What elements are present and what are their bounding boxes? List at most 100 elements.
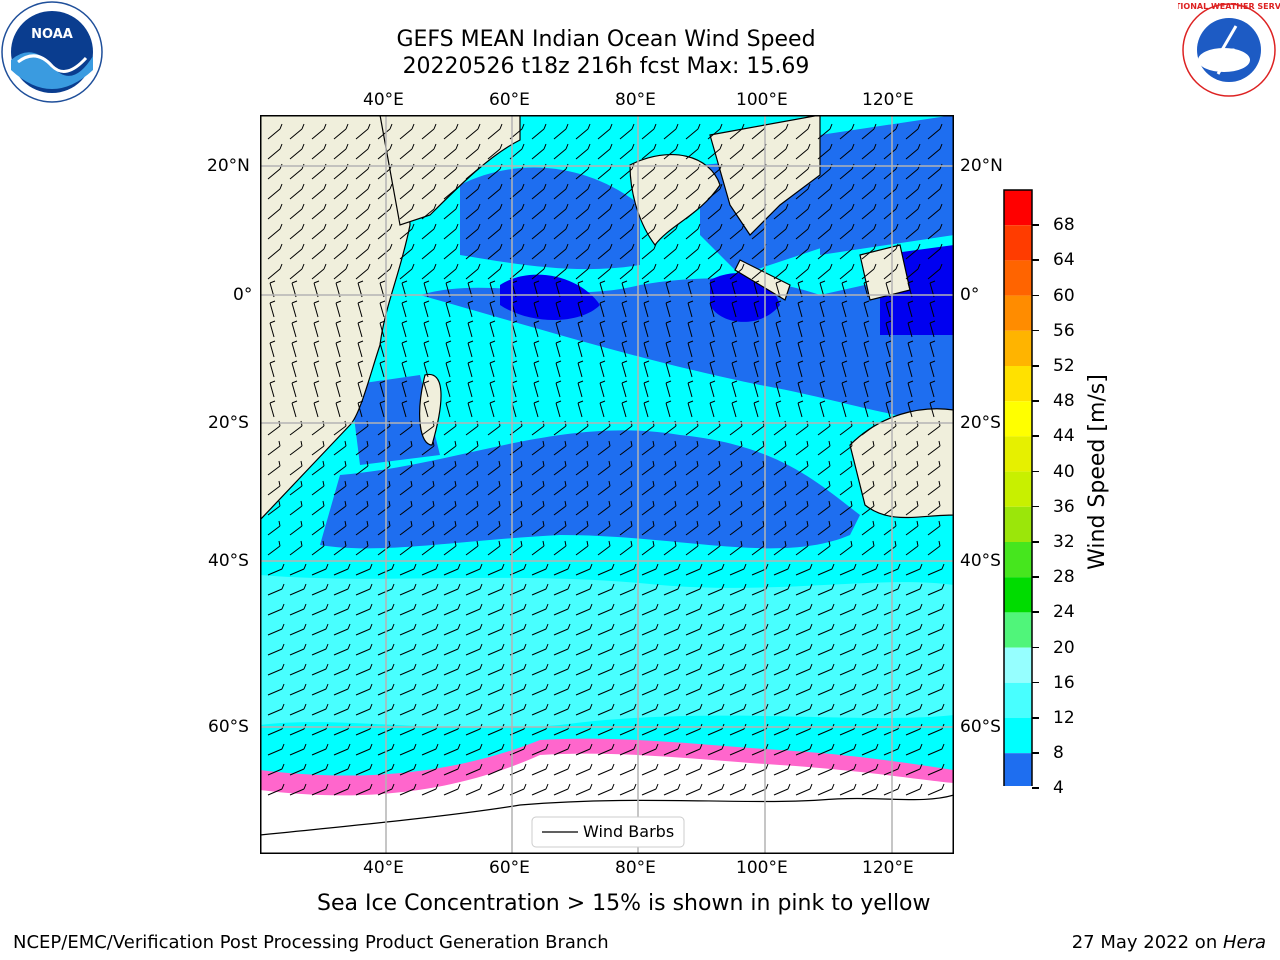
wind-barb bbox=[663, 683, 681, 696]
wind-barb bbox=[861, 563, 879, 576]
wind-barb bbox=[399, 183, 415, 200]
wind-barb bbox=[841, 360, 848, 378]
wind-barb bbox=[597, 500, 611, 516]
wind-barb bbox=[267, 663, 285, 676]
wind-barb bbox=[729, 223, 745, 240]
wind-barb bbox=[443, 783, 461, 796]
wind-barb bbox=[929, 300, 936, 318]
wind-barb bbox=[399, 603, 417, 616]
wind-barb bbox=[729, 563, 747, 576]
colorbar-segment bbox=[1004, 682, 1032, 718]
wind-barb bbox=[817, 643, 835, 656]
wind-barb bbox=[355, 763, 373, 776]
wind-barb bbox=[489, 340, 496, 358]
wind-barb bbox=[773, 243, 789, 260]
wind-barb bbox=[905, 603, 923, 616]
colorbar-tick-label: 44 bbox=[1053, 426, 1075, 447]
wind-barb bbox=[663, 663, 681, 676]
wind-barb bbox=[357, 300, 364, 318]
wind-barb bbox=[377, 500, 391, 516]
wind-barb bbox=[773, 783, 791, 796]
wind-barb bbox=[399, 263, 415, 280]
wind-barb bbox=[861, 460, 875, 476]
wind-barb bbox=[489, 380, 496, 398]
wind-barb bbox=[355, 500, 369, 516]
wind-barb bbox=[553, 703, 571, 716]
wind-barb bbox=[839, 783, 857, 796]
wind-barb bbox=[465, 123, 481, 140]
wind-barb bbox=[465, 223, 481, 240]
wind-barb bbox=[885, 360, 892, 378]
wind-barb bbox=[465, 623, 483, 636]
wind-barb bbox=[289, 623, 307, 636]
wind-barb bbox=[905, 623, 923, 636]
wind-barb bbox=[773, 583, 791, 596]
band-arabian-sea-blue bbox=[460, 167, 640, 270]
wind-barb bbox=[377, 623, 395, 636]
wind-barb bbox=[311, 583, 329, 596]
wind-barb bbox=[267, 643, 285, 656]
wind-barb bbox=[311, 540, 325, 556]
wind-barb bbox=[553, 183, 569, 200]
wind-barb bbox=[729, 143, 745, 160]
wind-barb bbox=[421, 643, 439, 656]
wind-barb bbox=[267, 460, 281, 476]
wind-barb bbox=[399, 623, 417, 636]
wind-barb bbox=[289, 520, 303, 536]
wind-barb bbox=[423, 340, 430, 358]
wind-barb bbox=[905, 183, 921, 200]
wind-barb bbox=[465, 203, 481, 220]
wind-barb bbox=[531, 183, 547, 200]
wind-barb bbox=[487, 460, 501, 476]
wind-barb bbox=[575, 440, 589, 456]
wind-barb bbox=[487, 263, 503, 280]
wind-barb bbox=[311, 243, 327, 260]
wind-barb bbox=[399, 243, 415, 260]
legend-label: Wind Barbs bbox=[583, 822, 674, 841]
wind-barb bbox=[619, 520, 633, 536]
wind-barb bbox=[685, 520, 699, 536]
wind-barb bbox=[599, 300, 606, 318]
wind-barb bbox=[731, 400, 738, 418]
wind-barb bbox=[707, 603, 725, 616]
colorbar bbox=[1003, 189, 1033, 786]
wind-barb bbox=[531, 203, 547, 220]
wind-barb bbox=[927, 203, 943, 220]
wind-barb bbox=[267, 143, 283, 160]
wind-barb bbox=[839, 440, 853, 456]
wind-barb bbox=[861, 583, 879, 596]
wind-barb bbox=[289, 783, 307, 796]
wind-barb bbox=[533, 300, 540, 318]
wind-barb bbox=[421, 183, 437, 200]
wind-barb bbox=[773, 643, 791, 656]
wind-barb bbox=[905, 663, 923, 676]
wind-barb bbox=[311, 460, 325, 476]
wind-barb bbox=[663, 703, 681, 716]
wind-barb bbox=[927, 243, 943, 260]
wind-barb bbox=[619, 623, 637, 636]
wind-barb bbox=[753, 320, 760, 338]
wind-barb bbox=[443, 643, 461, 656]
wind-barb bbox=[399, 440, 413, 456]
wind-barb bbox=[399, 143, 415, 160]
nws-logo: NATIONAL WEATHER SERVICE bbox=[1163, 0, 1280, 100]
wind-barb bbox=[905, 703, 923, 716]
wind-barb bbox=[861, 743, 879, 756]
wind-barb bbox=[289, 663, 307, 676]
wind-barb bbox=[333, 663, 351, 676]
wind-barb bbox=[641, 783, 659, 796]
wind-barb bbox=[905, 763, 923, 776]
wind-barb bbox=[421, 563, 439, 576]
wind-barb bbox=[311, 123, 327, 140]
wind-barb bbox=[707, 263, 723, 280]
wind-barb bbox=[685, 583, 703, 596]
wind-barb bbox=[313, 380, 320, 398]
colorbar-tick-mark bbox=[1032, 505, 1039, 508]
colorbar-tick-label: 24 bbox=[1053, 602, 1075, 623]
lon-tick-top-100e: 100°E bbox=[736, 90, 788, 110]
wind-barb bbox=[687, 340, 694, 358]
wind-barb bbox=[905, 683, 923, 696]
wind-barb bbox=[707, 223, 723, 240]
wind-barb bbox=[399, 663, 417, 676]
wind-barb bbox=[443, 123, 459, 140]
